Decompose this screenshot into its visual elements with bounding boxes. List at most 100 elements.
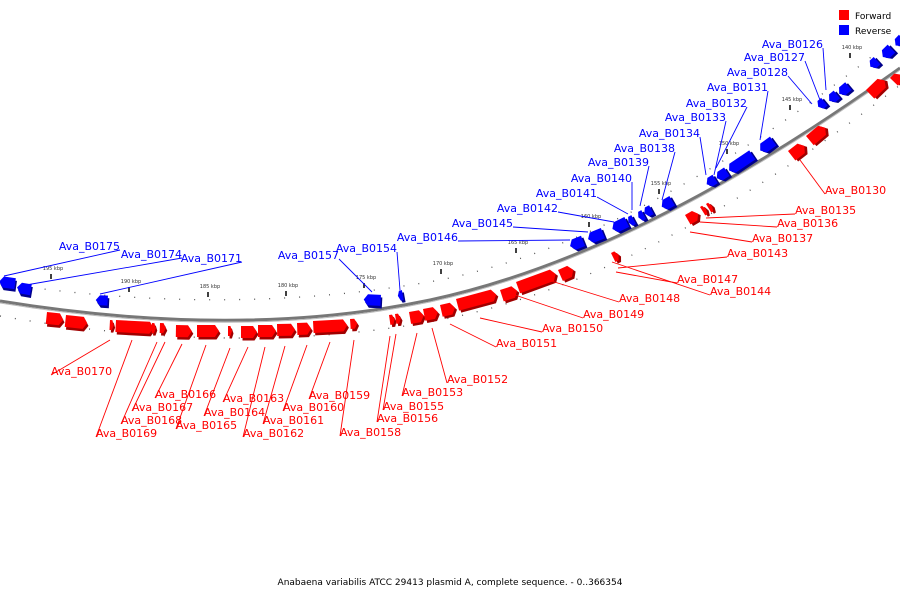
gene-label-ava-b0159: Ava_B0159 (309, 389, 370, 402)
gene-leader-line (338, 258, 373, 293)
gene-leader-line (50, 339, 111, 376)
gene-leader-line (120, 341, 158, 425)
gene-label-ava-b0143: Ava_B0143 (727, 247, 788, 260)
gene-leader-line (131, 341, 166, 412)
gene-leader-line (242, 346, 266, 438)
reverse-gene-feature (661, 196, 678, 211)
forward-gene-feature (395, 313, 403, 327)
gene-leader-line (308, 341, 331, 400)
gene-leader-line (396, 251, 401, 291)
gene-leader-line (787, 75, 813, 105)
gene-leader-line (611, 261, 711, 296)
gene-label-ava-b0137: Ava_B0137 (752, 232, 813, 245)
gene-label-ava-b0150: Ava_B0150 (542, 322, 603, 335)
gene-leader-line (661, 151, 676, 201)
gene-leader-line (799, 159, 826, 195)
map-caption: Anabaena variabilis ATCC 29413 plasmid A… (277, 578, 623, 588)
gene-label-ava-b0168: Ava_B0168 (121, 414, 182, 427)
gene-label-ava-b0161: Ava_B0161 (263, 414, 324, 427)
forward-gene-feature (700, 205, 710, 217)
gene-label-ava-b0132: Ava_B0132 (686, 97, 747, 110)
forward-gene-feature (228, 326, 234, 339)
gene-leader-line (457, 239, 571, 242)
forward-gene-feature (806, 125, 829, 147)
reverse-gene-feature (397, 290, 406, 303)
forward-gene-feature (313, 319, 349, 336)
gene-label-ava-b0133: Ava_B0133 (665, 111, 726, 124)
gene-label-ava-b0149: Ava_B0149 (583, 308, 644, 321)
gene-leader-line (154, 343, 183, 399)
forward-gene-feature (115, 320, 156, 337)
forward-gene-feature (109, 320, 116, 333)
kbp-tick-label: 195 kbp (43, 266, 63, 272)
forward-gene-feature (500, 286, 520, 304)
kbp-tick-label: 150 kbp (719, 141, 739, 147)
gene-leader-line (557, 211, 615, 223)
kbp-tick-label: 140 kbp (842, 45, 862, 51)
gene-label-ava-b0174: Ava_B0174 (121, 248, 182, 261)
reverse-gene-feature (894, 34, 900, 47)
gene-label-ava-b0163: Ava_B0163 (223, 392, 284, 405)
kbp-tick-label: 175 kbp (356, 275, 376, 281)
gene-leader-line (759, 90, 769, 141)
kbp-tick-label: 155 kbp (651, 181, 671, 187)
gene-leader-line (95, 339, 133, 438)
legend-swatch-reverse (839, 25, 849, 35)
reverse-gene-feature (95, 295, 110, 309)
gene-label-ava-b0147: Ava_B0147 (677, 273, 738, 286)
kbp-tick-label: 145 kbp (782, 97, 802, 103)
gene-leader-line (689, 231, 753, 243)
forward-gene-feature (706, 202, 716, 214)
gene-label-ava-b0154: Ava_B0154 (336, 242, 397, 255)
gene-label-ava-b0148: Ava_B0148 (619, 292, 680, 305)
backbone-line (0, 66, 900, 322)
kbp-tick-label: 165 kbp (508, 240, 528, 246)
forward-gene-feature (197, 325, 221, 340)
gene-label-ava-b0160: Ava_B0160 (283, 401, 344, 414)
forward-gene-feature (241, 326, 259, 341)
gene-leader-line (804, 60, 821, 101)
gene-label-ava-b0165: Ava_B0165 (176, 419, 237, 432)
forward-gene-feature (258, 325, 278, 340)
forward-gene-feature (611, 251, 622, 264)
forward-gene-feature (151, 323, 158, 336)
gene-label-ava-b0156: Ava_B0156 (377, 412, 438, 425)
gene-leader-line (401, 332, 418, 397)
forward-gene-feature (175, 325, 194, 340)
reverse-gene-feature (716, 167, 733, 182)
gene-label-ava-b0175: Ava_B0175 (59, 240, 120, 253)
gene-label-ava-b0134: Ava_B0134 (639, 127, 700, 140)
forward-gene-feature (558, 265, 576, 283)
legend: Forward Reverse (839, 10, 892, 37)
gene-label-ava-b0158: Ava_B0158 (340, 426, 401, 439)
forward-gene-feature (788, 143, 808, 162)
gene-leader-line (713, 120, 727, 176)
gene-label-ava-b0170: Ava_B0170 (51, 365, 112, 378)
forward-gene-feature (45, 312, 65, 328)
gene-leader-line (449, 323, 497, 348)
kbp-tick-label: 160 kbp (581, 214, 601, 220)
gene-label-ava-b0131: Ava_B0131 (707, 81, 768, 94)
gene-leader-line (715, 106, 748, 169)
track-dots-lower (0, 84, 900, 339)
gene-label-ava-b0126: Ava_B0126 (762, 38, 823, 51)
forward-gene-feature (440, 302, 458, 319)
forward-gene-feature (423, 307, 440, 323)
reverse-gene-feature (644, 205, 657, 218)
gene-leader-line (203, 347, 231, 417)
gene-leader-line (382, 333, 397, 411)
forward-gene-feature (516, 269, 558, 296)
gene-leader-line (699, 136, 707, 176)
legend-label-reverse: Reverse (855, 27, 892, 37)
forward-gene-feature (409, 310, 426, 327)
forward-gene-feature (297, 322, 313, 338)
reverse-gene-feature (760, 136, 780, 154)
reverse-gene-feature (829, 90, 843, 104)
reverse-gene-feature (363, 294, 383, 309)
forward-gene-feature (64, 315, 89, 332)
gene-label-ava-b0162: Ava_B0162 (243, 427, 304, 440)
gene-leader-line (699, 221, 778, 228)
sequence-backbone (0, 66, 900, 323)
